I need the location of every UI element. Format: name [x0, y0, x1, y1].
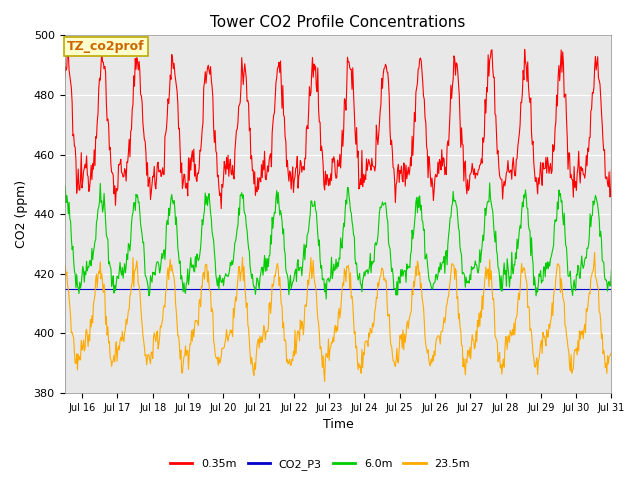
- Line: 0.35m: 0.35m: [65, 46, 611, 209]
- CO2_P3: [70, 286, 78, 292]
- 23.5m: [127, 291, 134, 297]
- 0.35m: [422, 120, 429, 125]
- Y-axis label: CO2 (ppm): CO2 (ppm): [15, 180, 28, 248]
- 6.0m: [607, 267, 615, 273]
- CO2_P3: [182, 286, 190, 292]
- 6.0m: [182, 281, 190, 287]
- 0.35m: [406, 167, 413, 173]
- 23.5m: [321, 378, 328, 384]
- 23.5m: [61, 264, 68, 270]
- 23.5m: [182, 353, 190, 359]
- 0.35m: [218, 206, 225, 212]
- CO2_P3: [211, 286, 219, 292]
- CO2_P3: [127, 286, 134, 292]
- Line: 23.5m: 23.5m: [65, 252, 611, 381]
- 0.35m: [607, 167, 615, 173]
- 6.0m: [405, 264, 413, 269]
- CO2_P3: [607, 286, 615, 292]
- 0.35m: [183, 180, 191, 186]
- 23.5m: [211, 351, 219, 357]
- 0.35m: [71, 144, 79, 150]
- 23.5m: [70, 349, 78, 355]
- 0.35m: [212, 148, 220, 154]
- Line: 6.0m: 6.0m: [65, 183, 611, 299]
- Text: TZ_co2prof: TZ_co2prof: [67, 40, 145, 53]
- 6.0m: [486, 180, 493, 186]
- CO2_P3: [404, 286, 412, 292]
- 0.35m: [61, 77, 68, 83]
- 6.0m: [323, 296, 330, 302]
- 6.0m: [61, 202, 68, 208]
- 6.0m: [70, 268, 78, 274]
- 0.35m: [64, 43, 72, 48]
- CO2_P3: [61, 286, 68, 292]
- 23.5m: [421, 334, 429, 340]
- CO2_P3: [420, 286, 428, 292]
- Legend: 0.35m, CO2_P3, 6.0m, 23.5m: 0.35m, CO2_P3, 6.0m, 23.5m: [165, 455, 475, 474]
- 23.5m: [405, 317, 413, 323]
- 6.0m: [211, 258, 219, 264]
- 23.5m: [591, 250, 598, 255]
- Title: Tower CO2 Profile Concentrations: Tower CO2 Profile Concentrations: [211, 15, 466, 30]
- 6.0m: [127, 237, 134, 243]
- 0.35m: [127, 127, 135, 132]
- X-axis label: Time: Time: [323, 419, 353, 432]
- 6.0m: [421, 256, 429, 262]
- 23.5m: [607, 349, 615, 355]
